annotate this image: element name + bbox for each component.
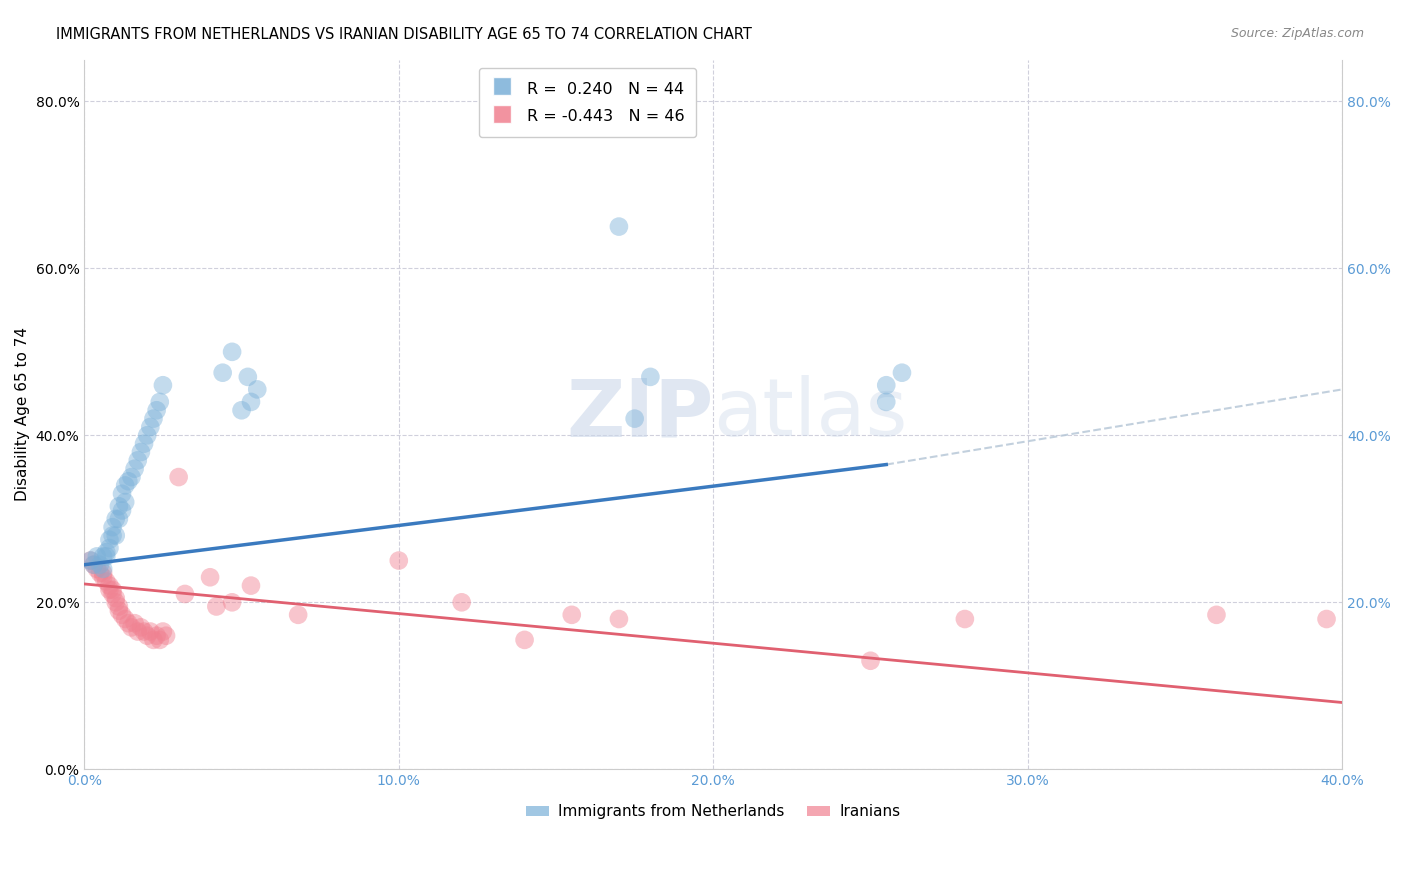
Point — [101, 520, 124, 534]
Point — [859, 654, 882, 668]
Point — [246, 383, 269, 397]
Point — [101, 528, 124, 542]
Point — [98, 541, 121, 555]
Point — [83, 558, 105, 572]
Point — [136, 428, 159, 442]
Point — [79, 553, 101, 567]
Point — [891, 366, 914, 380]
Point — [211, 366, 233, 380]
Point — [114, 495, 136, 509]
Point — [83, 558, 105, 572]
Point — [117, 475, 139, 489]
Point — [86, 549, 108, 564]
Point — [108, 512, 131, 526]
Point — [96, 574, 118, 589]
Point — [640, 370, 662, 384]
Point — [104, 595, 127, 609]
Point — [98, 582, 121, 597]
Point — [117, 616, 139, 631]
Point — [623, 411, 645, 425]
Point — [96, 545, 118, 559]
Point — [114, 478, 136, 492]
Point — [132, 624, 155, 639]
Point — [139, 420, 162, 434]
Point — [104, 528, 127, 542]
Point — [127, 453, 149, 467]
Point — [607, 612, 630, 626]
Point — [152, 624, 174, 639]
Point — [91, 566, 114, 580]
Point — [91, 570, 114, 584]
Point — [98, 533, 121, 547]
Point — [132, 436, 155, 450]
Point — [450, 595, 472, 609]
Point — [111, 487, 134, 501]
Y-axis label: Disability Age 65 to 74: Disability Age 65 to 74 — [15, 327, 30, 501]
Point — [221, 595, 243, 609]
Point — [111, 503, 134, 517]
Point — [875, 395, 897, 409]
Text: ZIP: ZIP — [567, 376, 713, 453]
Point — [91, 549, 114, 564]
Point — [1205, 607, 1227, 622]
Point — [513, 632, 536, 647]
Point — [121, 620, 143, 634]
Point — [205, 599, 228, 614]
Point — [145, 629, 167, 643]
Point — [108, 599, 131, 614]
Point — [121, 470, 143, 484]
Text: IMMIGRANTS FROM NETHERLANDS VS IRANIAN DISABILITY AGE 65 TO 74 CORRELATION CHART: IMMIGRANTS FROM NETHERLANDS VS IRANIAN D… — [56, 27, 752, 42]
Point — [89, 566, 111, 580]
Point — [607, 219, 630, 234]
Point — [142, 411, 165, 425]
Point — [108, 500, 131, 514]
Point — [145, 403, 167, 417]
Point — [136, 629, 159, 643]
Point — [101, 587, 124, 601]
Point — [1315, 612, 1337, 626]
Point — [98, 579, 121, 593]
Point — [561, 607, 583, 622]
Point — [152, 378, 174, 392]
Point — [875, 378, 897, 392]
Point — [104, 512, 127, 526]
Point — [240, 579, 263, 593]
Point — [89, 558, 111, 572]
Point — [108, 604, 131, 618]
Point — [953, 612, 976, 626]
Point — [236, 370, 259, 384]
Point — [101, 582, 124, 597]
Point — [114, 612, 136, 626]
Text: atlas: atlas — [713, 376, 908, 453]
Point — [124, 616, 146, 631]
Point — [104, 591, 127, 606]
Point — [149, 632, 172, 647]
Point — [240, 395, 263, 409]
Point — [111, 607, 134, 622]
Point — [79, 553, 101, 567]
Point — [124, 461, 146, 475]
Point — [139, 624, 162, 639]
Point — [155, 629, 177, 643]
Point — [388, 553, 411, 567]
Point — [129, 620, 152, 634]
Legend: Immigrants from Netherlands, Iranians: Immigrants from Netherlands, Iranians — [520, 798, 907, 825]
Point — [127, 624, 149, 639]
Point — [129, 445, 152, 459]
Text: Source: ZipAtlas.com: Source: ZipAtlas.com — [1230, 27, 1364, 40]
Point — [231, 403, 253, 417]
Point — [149, 395, 172, 409]
Point — [221, 344, 243, 359]
Point — [142, 632, 165, 647]
Point — [96, 549, 118, 564]
Point — [91, 562, 114, 576]
Point — [198, 570, 221, 584]
Point — [167, 470, 190, 484]
Point — [86, 562, 108, 576]
Point — [287, 607, 309, 622]
Point — [174, 587, 197, 601]
